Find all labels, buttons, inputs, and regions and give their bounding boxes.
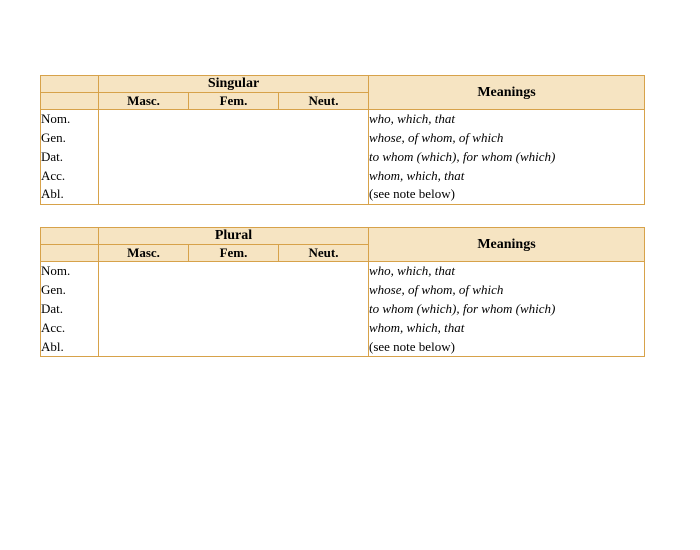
- corner-blank-2: [41, 93, 99, 110]
- gender-header-fem: Fem.: [189, 245, 279, 262]
- declension-table-singular: Singular Meanings Masc. Fem. Neut. Nom. …: [40, 75, 645, 205]
- forms-blank: [99, 110, 369, 205]
- gender-header-masc: Masc.: [99, 93, 189, 110]
- gender-header-masc: Masc.: [99, 245, 189, 262]
- gender-header-neut: Neut.: [279, 245, 369, 262]
- case-labels: Nom. Gen. Dat. Acc. Abl.: [41, 262, 99, 357]
- page: Singular Meanings Masc. Fem. Neut. Nom. …: [0, 0, 700, 357]
- meanings-header: Meanings: [369, 76, 645, 110]
- corner-blank: [41, 228, 99, 245]
- gender-header-fem: Fem.: [189, 93, 279, 110]
- meanings-cell: who, which, that whose, of whom, of whic…: [369, 110, 645, 205]
- forms-blank: [99, 262, 369, 357]
- meanings-header: Meanings: [369, 228, 645, 262]
- declension-table-plural: Plural Meanings Masc. Fem. Neut. Nom. Ge…: [40, 227, 645, 357]
- case-labels: Nom. Gen. Dat. Acc. Abl.: [41, 110, 99, 205]
- corner-blank: [41, 76, 99, 93]
- meanings-cell: who, which, that whose, of whom, of whic…: [369, 262, 645, 357]
- gender-header-neut: Neut.: [279, 93, 369, 110]
- corner-blank-2: [41, 245, 99, 262]
- number-header: Plural: [99, 228, 369, 245]
- number-header: Singular: [99, 76, 369, 93]
